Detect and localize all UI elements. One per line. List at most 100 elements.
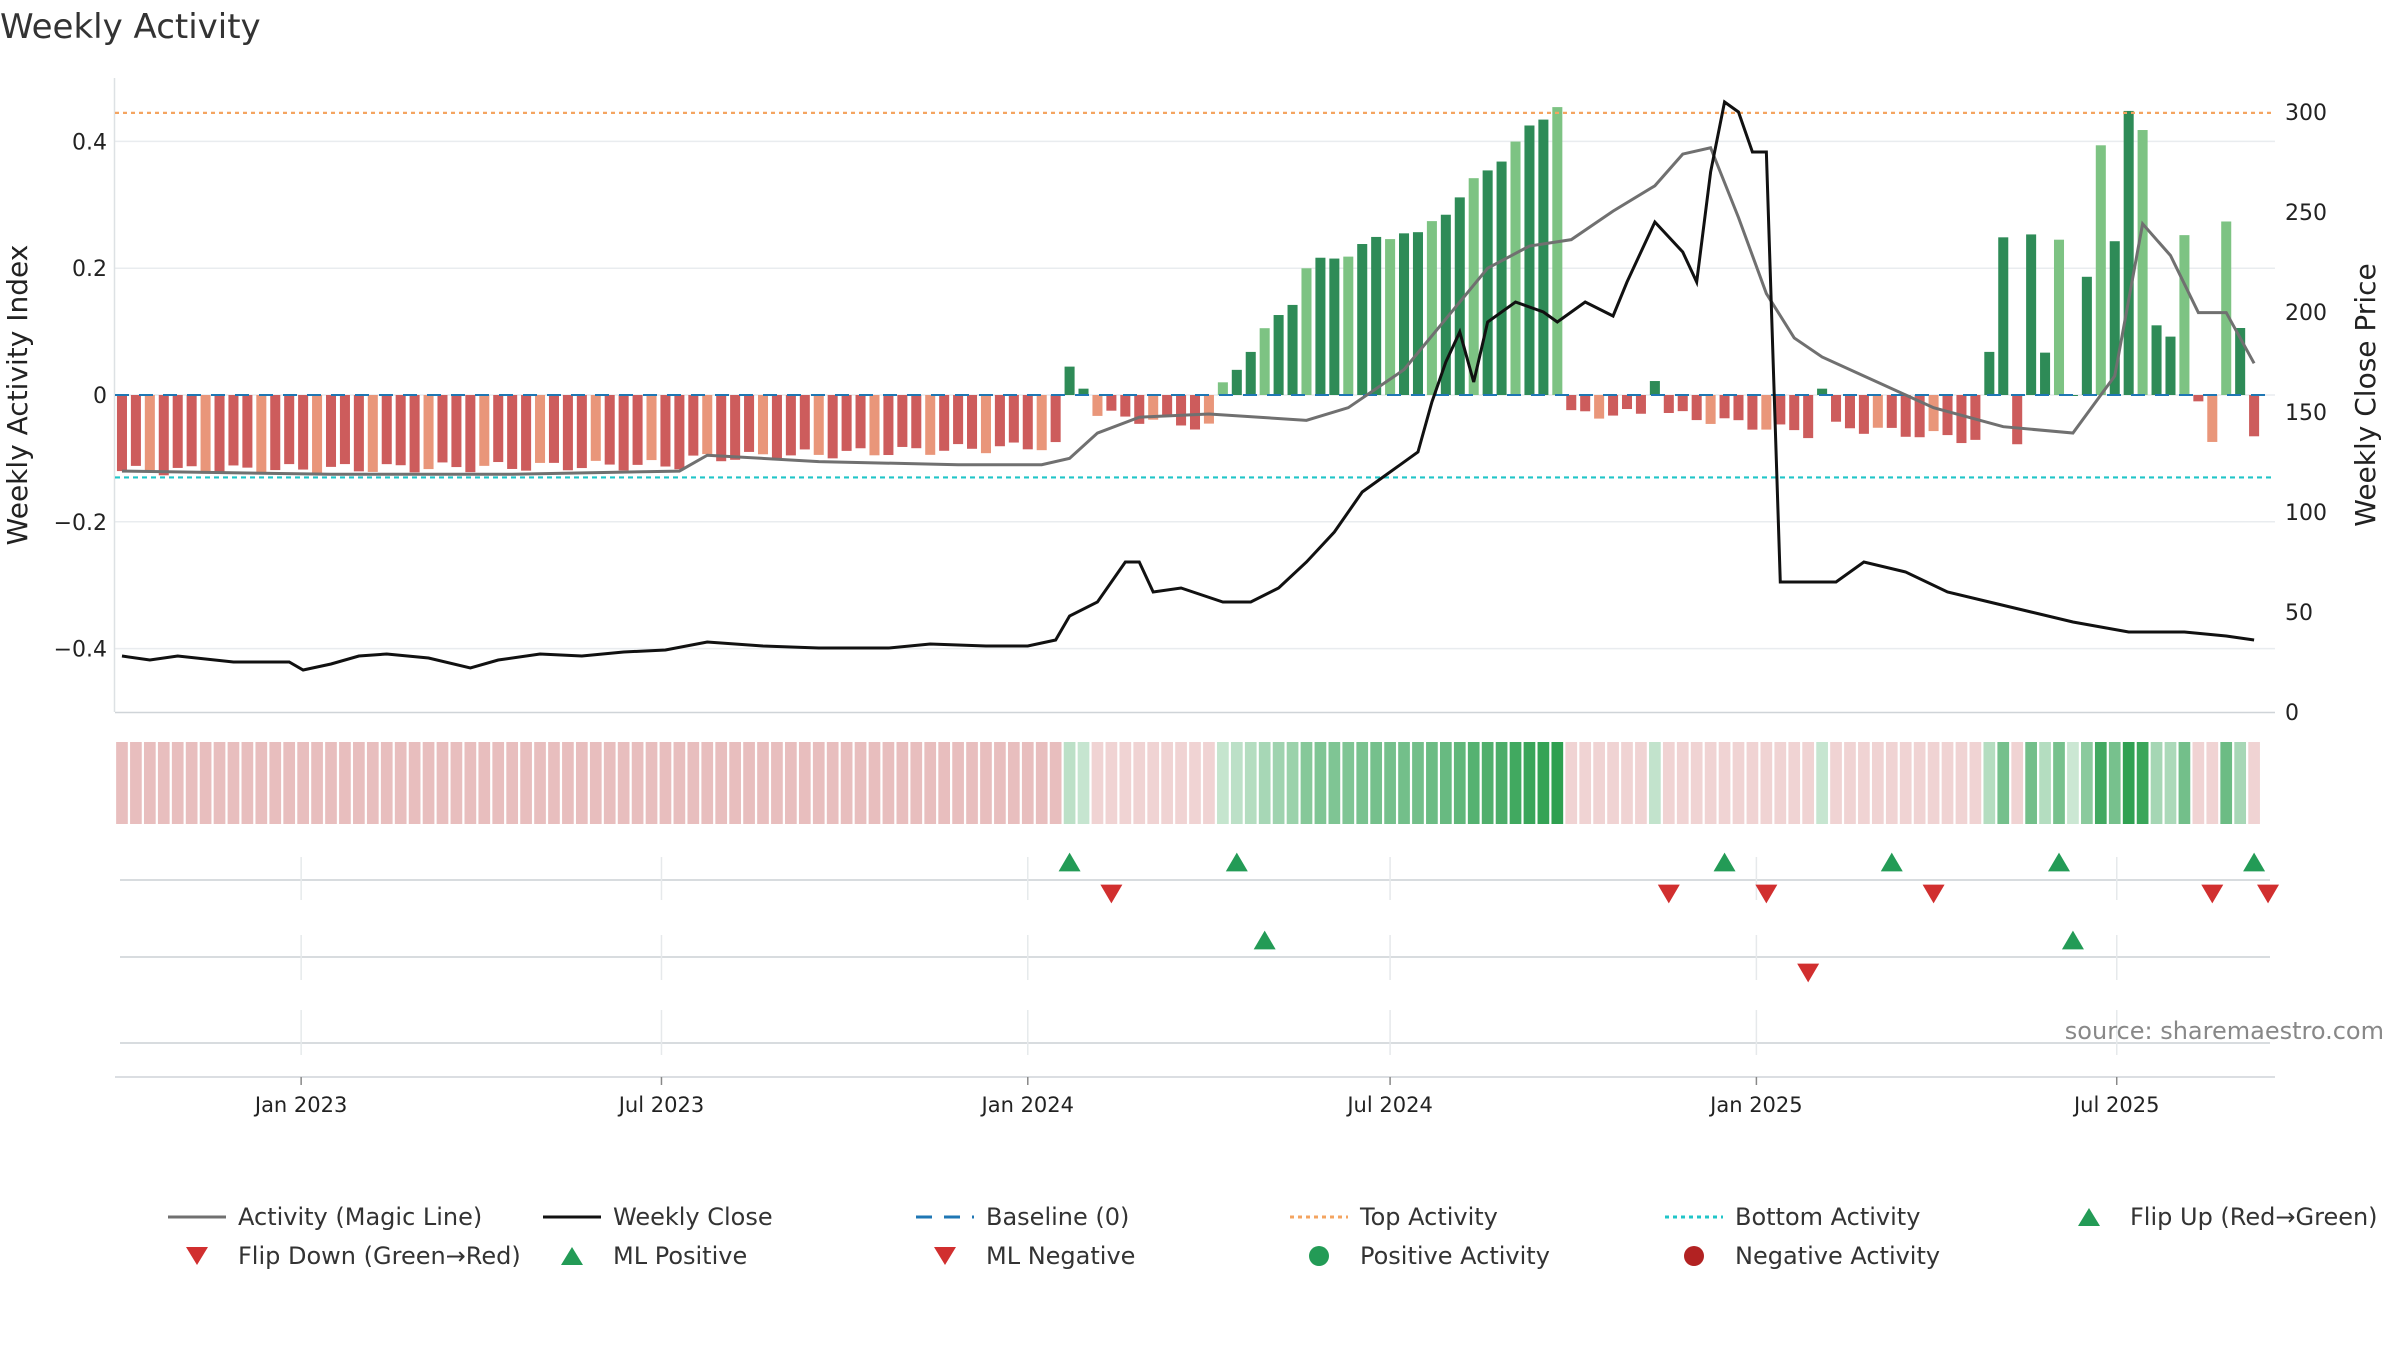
activity-bar: [284, 395, 295, 465]
heat-strip-cell: [1300, 742, 1313, 824]
activity-bar: [381, 395, 392, 465]
heat-strip-cell: [798, 742, 811, 824]
flip-down-marker: [1922, 884, 1945, 904]
activity-bar: [855, 395, 866, 449]
activity-bar: [367, 395, 378, 472]
heat-strip-cell: [1356, 742, 1369, 824]
activity-bar: [242, 395, 253, 468]
activity-bar: [270, 395, 281, 471]
activity-bar: [1510, 141, 1521, 395]
activity-bar: [1162, 395, 1173, 418]
activity-bar: [1538, 119, 1549, 395]
heat-strip-cell: [980, 742, 992, 824]
heat-strip-cell: [1467, 742, 1480, 824]
activity-bar: [1120, 395, 1131, 417]
activity-bar: [521, 395, 532, 471]
activity-bar: [186, 395, 197, 467]
heat-strip-cell: [1844, 742, 1856, 824]
activity-bar: [535, 395, 546, 463]
legend-swatch: [561, 1247, 583, 1265]
activity-bar: [1050, 395, 1061, 443]
activity-bar: [604, 395, 615, 465]
activity-bar: [2040, 352, 2051, 395]
legend-item: ML Positive: [561, 1242, 747, 1270]
heat-strip-cell: [2122, 742, 2135, 824]
heat-strip-cell: [1565, 742, 1578, 824]
heat-strip-cell: [143, 742, 156, 824]
activity-bar: [1719, 395, 1730, 419]
flip-up-marker: [1880, 852, 1903, 872]
heat-strip-cell: [1802, 742, 1815, 824]
heat-strip-cell: [380, 742, 393, 824]
heat-strip-cell: [757, 742, 769, 824]
heat-strip-cell: [1342, 742, 1355, 824]
heat-strip-cell: [2150, 742, 2163, 824]
activity-bar: [1329, 258, 1340, 395]
activity-bar: [730, 395, 741, 460]
heat-strip-cell: [492, 742, 505, 824]
activity-bar: [2179, 235, 2190, 395]
heat-strip-cell: [687, 742, 700, 824]
activity-bar: [869, 395, 880, 456]
heat-strip-cell: [603, 742, 616, 824]
activity-bar: [1844, 395, 1855, 429]
heat-strip-cell: [241, 742, 254, 824]
legend-label: Weekly Close: [613, 1203, 773, 1231]
heat-strip-cell: [171, 742, 184, 824]
heat-strip-cell: [283, 742, 296, 824]
heat-strip-cell: [2192, 742, 2205, 824]
heat-strip-cell: [1871, 742, 1884, 824]
activity-bar: [144, 395, 155, 473]
heat-strip-cell: [325, 742, 337, 824]
activity-bar: [994, 395, 1005, 447]
heat-strip-cell: [1579, 742, 1592, 824]
heat-strip-cell: [2067, 742, 2079, 824]
flip-down-marker: [1100, 884, 1123, 904]
activity-bar: [1357, 244, 1368, 395]
legend-item: Flip Up (Red→Green): [2078, 1203, 2378, 1231]
heat-strip-cell: [1899, 742, 1912, 824]
heat-strip-cell: [157, 742, 170, 824]
activity-bar: [158, 395, 169, 476]
heat-strip-cell: [1189, 742, 1201, 824]
date-tick-label: Jan 2025: [1708, 1093, 1803, 1117]
heat-strip-cell: [464, 742, 477, 824]
heat-strip-cell: [116, 742, 128, 824]
date-tick-label: Jul 2023: [617, 1093, 704, 1117]
activity-bar: [479, 395, 490, 466]
activity-bar: [1315, 257, 1326, 395]
activity-bar: [1621, 395, 1633, 410]
heat-strip-cell: [1593, 742, 1605, 824]
activity-bar: [1454, 197, 1465, 395]
activity-bar: [1371, 236, 1382, 395]
activity-bar: [1440, 214, 1451, 395]
activity-bar: [827, 395, 838, 459]
legend-label: ML Positive: [613, 1242, 747, 1270]
activity-bar: [2095, 145, 2106, 395]
heat-strip-cell: [297, 742, 309, 824]
right-tick-label: 150: [2285, 401, 2327, 426]
heat-strip-cell: [1746, 742, 1759, 824]
heat-strip-cell: [1426, 742, 1438, 824]
heat-strip-cell: [1760, 742, 1773, 824]
legend-label: Bottom Activity: [1735, 1203, 1920, 1231]
activity-bar: [1176, 395, 1187, 426]
heat-strip-cell: [2025, 742, 2037, 824]
activity-bar: [953, 395, 964, 445]
legend-label: ML Negative: [986, 1242, 1135, 1270]
flip-up-marker: [1225, 852, 1248, 872]
heat-strip-cell: [966, 742, 978, 824]
heat-strip-cell: [2053, 742, 2065, 824]
activity-bar: [646, 395, 657, 461]
heat-strip-cell: [1063, 742, 1076, 824]
activity-bar: [1635, 395, 1646, 414]
heat-strip-cell: [1021, 742, 1034, 824]
heat-strip-cell: [826, 742, 839, 824]
left-tick-label: 0.2: [72, 257, 107, 282]
activity-bar: [1399, 233, 1410, 395]
activity-bar: [1524, 125, 1535, 396]
heat-strip-cell: [1941, 742, 1954, 824]
heat-strip-cell: [2248, 742, 2260, 824]
heat-strip-cell: [645, 742, 658, 824]
